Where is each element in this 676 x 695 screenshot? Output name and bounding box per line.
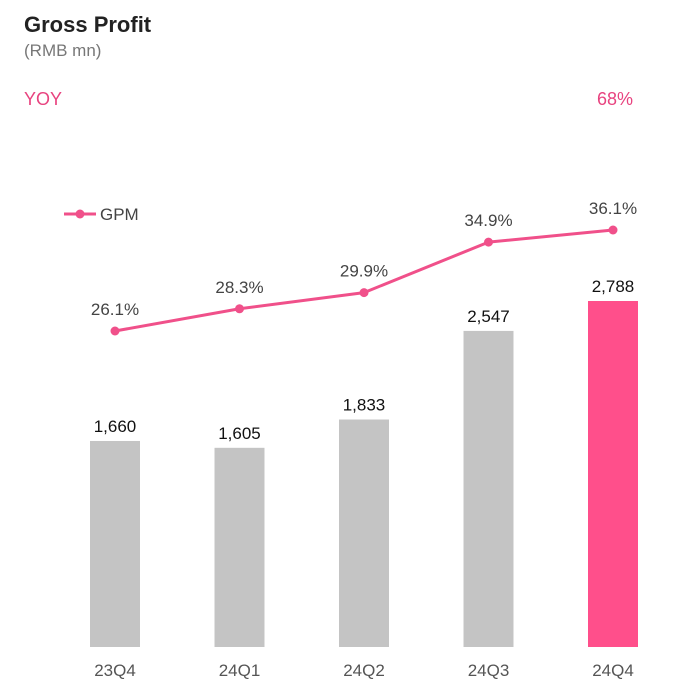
bar-24Q2	[339, 419, 389, 647]
bar-23Q4	[90, 440, 140, 647]
category-label-23Q4: 23Q4	[94, 661, 136, 680]
gpm-point-23Q4	[110, 326, 120, 336]
bar-label-23Q4: 1,660	[94, 417, 137, 436]
category-labels: 23Q4 24Q1 24Q2 24Q3 24Q4	[94, 661, 634, 680]
gpm-value-labels: 26.1% 28.3% 29.9% 34.9% 36.1%	[91, 199, 637, 319]
bar-label-24Q4: 2,788	[592, 277, 635, 296]
bar-series	[90, 301, 638, 647]
gpm-label-24Q4: 36.1%	[589, 199, 637, 218]
gpm-point-24Q4	[608, 225, 618, 235]
legend-gpm-marker-icon	[75, 209, 85, 219]
bar-label-24Q2: 1,833	[343, 396, 386, 415]
gpm-label-24Q2: 29.9%	[340, 262, 388, 281]
bar-24Q3	[463, 330, 514, 647]
category-label-24Q1: 24Q1	[219, 661, 261, 680]
gpm-label-24Q3: 34.9%	[464, 211, 512, 230]
gpm-label-24Q1: 28.3%	[215, 278, 263, 297]
bar-label-24Q3: 2,547	[467, 307, 510, 326]
category-label-24Q4: 24Q4	[592, 661, 634, 680]
category-label-24Q3: 24Q3	[468, 661, 510, 680]
bar-label-24Q1: 1,605	[218, 424, 261, 443]
chart-title: Gross Profit	[24, 12, 152, 37]
chart-subtitle: (RMB mn)	[24, 41, 102, 60]
chart-legend: GPM	[64, 205, 139, 224]
category-label-24Q2: 24Q2	[343, 661, 385, 680]
legend-gpm-label: GPM	[100, 205, 139, 224]
gpm-point-24Q3	[484, 237, 493, 247]
gpm-label-23Q4: 26.1%	[91, 300, 139, 319]
bar-24Q1	[214, 447, 265, 647]
bar-24Q4	[588, 301, 638, 647]
bar-value-labels: 1,660 1,605 1,833 2,547 2,788	[94, 277, 635, 443]
gpm-line-series	[110, 225, 618, 336]
yoy-value: 68%	[597, 89, 634, 109]
gpm-point-24Q2	[359, 288, 369, 298]
gpm-point-24Q1	[235, 304, 244, 314]
yoy-label: YOY	[24, 89, 63, 109]
